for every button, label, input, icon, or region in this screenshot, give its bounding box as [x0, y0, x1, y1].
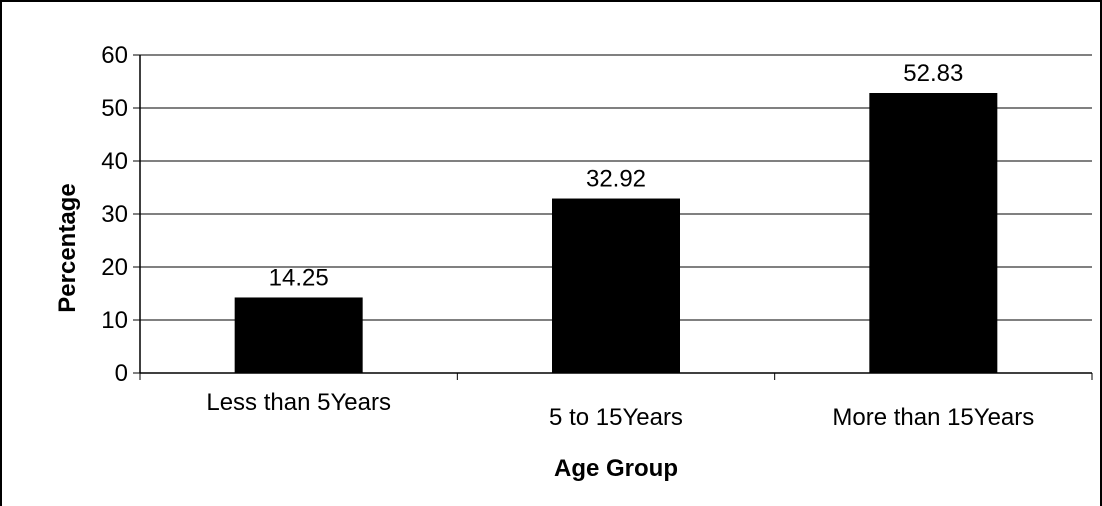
- y-tick-label: 40: [101, 148, 128, 175]
- x-category-label: Less than 5Years: [206, 389, 391, 416]
- y-axis-title: Percentage: [54, 183, 81, 312]
- y-tick-labels: 0 10 20 30 40 50 60: [101, 42, 128, 387]
- bars: [234, 93, 998, 373]
- data-label: 52.83: [903, 60, 963, 87]
- bar: [234, 297, 363, 373]
- x-category-label: More than 15Years: [832, 404, 1034, 431]
- x-category-labels: Less than 5Years 5 to 15Years More than 15…: [206, 389, 1034, 431]
- y-tick-label: 50: [101, 95, 128, 122]
- y-tick-label: 20: [101, 254, 128, 281]
- bar: [869, 93, 998, 373]
- y-tick-label: 60: [101, 42, 128, 69]
- y-tick-label: 10: [101, 307, 128, 334]
- data-labels: 14.25 32.92 52.83: [269, 60, 964, 291]
- data-label: 14.25: [269, 264, 329, 291]
- bar: [552, 198, 680, 373]
- axes: [133, 54, 1093, 380]
- x-category-label: 5 to 15Years: [549, 404, 683, 431]
- y-tick-label: 0: [115, 360, 128, 387]
- y-tick-label: 30: [101, 201, 128, 228]
- data-label: 32.92: [586, 166, 646, 193]
- x-axis-title: Age Group: [554, 455, 678, 482]
